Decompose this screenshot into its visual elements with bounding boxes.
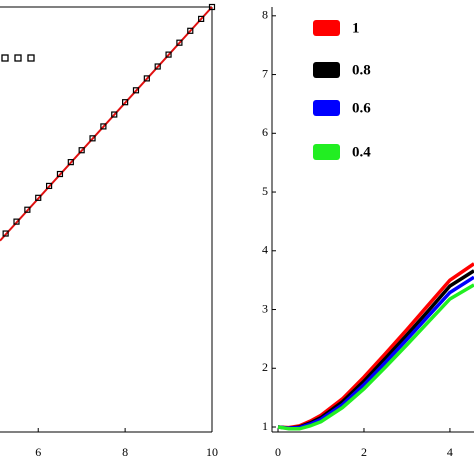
data-marker	[176, 39, 183, 46]
data-marker	[187, 27, 194, 34]
data-marker	[122, 99, 129, 106]
legend-swatch	[313, 62, 340, 78]
data-marker	[165, 51, 172, 58]
y-tick-label: 3	[262, 301, 268, 315]
data-marker	[45, 182, 53, 190]
data-marker	[13, 218, 20, 225]
legend-label: 0.4	[352, 144, 371, 160]
data-line	[277, 269, 474, 430]
x-tick-label: 6	[35, 445, 41, 459]
data-marker	[67, 159, 74, 166]
data-line	[277, 283, 474, 431]
data-marker	[56, 170, 64, 178]
y-tick-label: 8	[262, 8, 268, 22]
data-marker	[198, 15, 205, 22]
data-marker	[208, 3, 216, 11]
marker-key	[1, 54, 35, 62]
legend-label: 1	[352, 20, 360, 36]
y-tick-label: 6	[262, 125, 268, 139]
marker-key-square	[14, 54, 22, 62]
y-tick-label: 5	[262, 184, 268, 198]
data-marker	[24, 206, 31, 213]
data-line	[277, 262, 474, 430]
legend-label: 0.6	[352, 100, 371, 116]
data-marker	[35, 194, 42, 201]
marker-key-square	[27, 54, 35, 62]
legend-swatch	[313, 100, 340, 116]
y-tick-label: 2	[262, 360, 268, 374]
x-tick-label: 4	[447, 445, 453, 459]
data-marker	[78, 147, 85, 154]
x-tick-label: 10	[206, 445, 218, 459]
data-marker	[100, 123, 107, 130]
legend-swatch	[313, 20, 340, 36]
data-marker	[111, 111, 118, 118]
x-tick-label: 8	[122, 445, 128, 459]
data-line	[277, 275, 474, 430]
legend-swatch	[313, 144, 340, 160]
data-marker	[154, 63, 161, 70]
data-marker	[143, 75, 150, 82]
legend-label: 0.8	[352, 62, 371, 78]
y-tick-label: 1	[262, 419, 268, 433]
x-tick-label: 0	[275, 445, 281, 459]
y-tick-label: 4	[262, 243, 268, 257]
data-marker	[89, 135, 96, 142]
data-marker	[132, 87, 140, 94]
y-tick-label: 7	[262, 66, 268, 80]
data-marker	[2, 230, 9, 237]
marker-key-square	[1, 54, 9, 62]
x-tick-label: 2	[361, 445, 367, 459]
